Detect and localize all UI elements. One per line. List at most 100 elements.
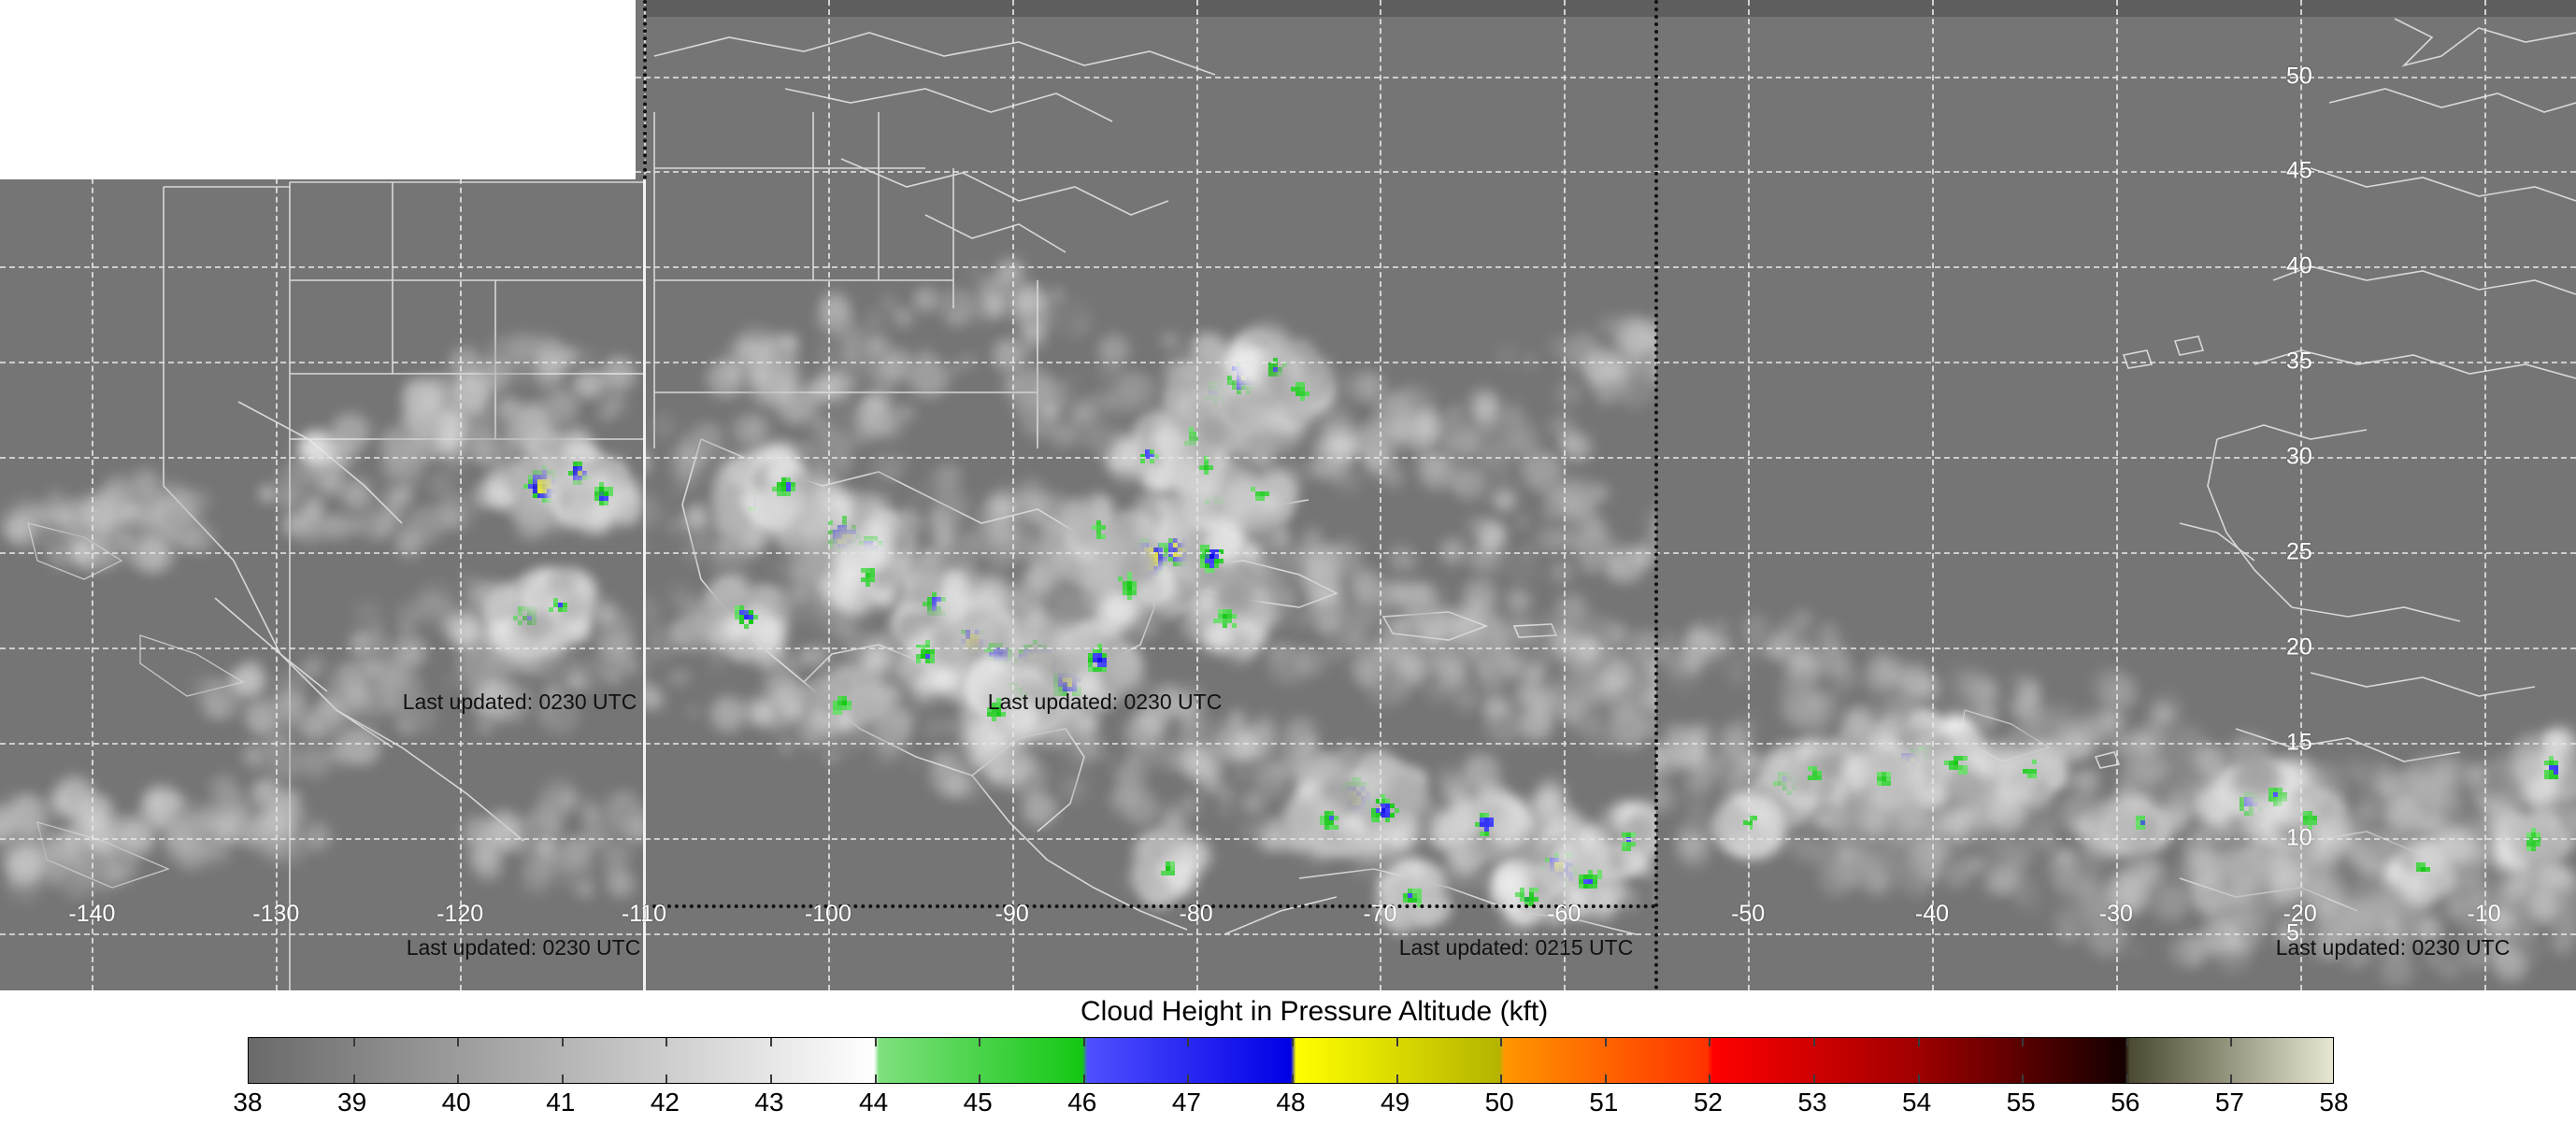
colorbar-tick-label: 52 (1693, 1088, 1723, 1117)
cloud-mass (580, 823, 608, 851)
cloud-mass (475, 578, 488, 592)
cloud-mass (214, 809, 248, 843)
cloud-mass (244, 693, 281, 731)
cloud-mass (394, 527, 421, 554)
colorbar-title: Cloud Height in Pressure Altitude (kft) (1080, 996, 1549, 1027)
cloud-mass (64, 499, 76, 511)
cloud-mass (75, 507, 96, 530)
cloud-mass (33, 502, 58, 527)
cloud-mass (338, 668, 367, 697)
cloud-mass (599, 607, 611, 619)
colorbar-tick (874, 1038, 877, 1046)
cloud-mass (381, 510, 400, 529)
colorbar-tick (1917, 1038, 1920, 1046)
cloud-mass (484, 347, 523, 386)
cloud-mass (360, 516, 386, 542)
cloud-mass (578, 885, 590, 897)
cloud-mass (324, 516, 351, 543)
cloud-mass (461, 574, 476, 588)
colorbar-tick (1813, 1074, 1815, 1083)
cloud-mass (355, 519, 369, 533)
cloud-mass (464, 424, 499, 460)
cloud-mass (537, 836, 556, 854)
cloud-mass (7, 854, 23, 870)
cloud-mass (149, 534, 162, 548)
cloud-mass (339, 665, 357, 683)
cloud-mass (573, 375, 594, 395)
colorbar-tick-label: 54 (1902, 1088, 1932, 1117)
cloud-mass (99, 827, 111, 839)
cloud-mass (162, 797, 198, 833)
cloud-mass (540, 706, 552, 719)
cloud-mass (351, 735, 377, 761)
cloud-mass (250, 704, 276, 729)
cloud-mass (421, 579, 453, 613)
cloud-mass (277, 701, 305, 729)
cloud-mass (8, 873, 24, 889)
cloud-mass (165, 530, 178, 542)
cloud-mass (523, 842, 560, 878)
cloud-mass (103, 550, 120, 567)
map-labels: -140 -130 -120 -110 -100 -90 -80 -70 -60 -50 -40 -3… (68, 63, 2510, 960)
cloud-mass (214, 817, 238, 841)
cloud-mass (376, 524, 388, 537)
cloud-mass (0, 500, 37, 540)
cloud-mass (163, 838, 182, 858)
cloud-mass (136, 812, 149, 825)
cloud-mass (346, 512, 365, 532)
latitude-tick-label: 45 (2286, 157, 2312, 184)
map-canvas[interactable]: -140 -130 -120 -110 -100 -90 -80 -70 -60 -50 -40 -3… (0, 0, 2576, 990)
cloud-mass (416, 590, 433, 606)
cloud-mass (446, 612, 479, 646)
cloud-mass (260, 839, 284, 862)
cloud-mass (381, 668, 422, 709)
cloud-mass (300, 511, 317, 528)
cloud-mass (118, 817, 157, 856)
latitude-tick-label: 25 (2286, 538, 2312, 565)
cloud-mass (75, 822, 86, 832)
cloud-mass (618, 791, 630, 804)
cloud-mass (379, 434, 417, 471)
cloud-mass (382, 693, 398, 710)
cloud-mass (69, 792, 90, 813)
cloud-mass (394, 602, 419, 626)
cloud-mass (534, 796, 565, 827)
cloud-mass (260, 486, 276, 502)
colorbar-strip[interactable] (248, 1037, 2334, 1084)
cloud-mass (255, 784, 283, 813)
cloud-mass (142, 784, 181, 823)
cloud-mass (81, 811, 122, 851)
cloud-mass (7, 847, 46, 886)
cloud-mass (258, 799, 272, 813)
cloud-mass (407, 405, 438, 437)
cloud-mass (164, 823, 204, 863)
colorbar-tick (2230, 1074, 2233, 1083)
cloud-mass (46, 791, 73, 818)
cloud-mass (465, 814, 488, 836)
west-cloud-layer (0, 0, 645, 990)
cloud-mass (463, 819, 493, 850)
latitude-tick-label: 35 (2286, 348, 2312, 375)
cloud-mass (465, 612, 482, 630)
cloud-mass (592, 600, 617, 626)
cloud-mass (473, 851, 502, 881)
longitude-tick-label: -90 (995, 901, 1029, 927)
longitude-tick-label: -40 (1914, 901, 1950, 927)
cloud-mass (394, 414, 432, 452)
cloud-mass (275, 689, 306, 719)
cloud-mass (527, 686, 538, 698)
colorbar-tick (1500, 1038, 1503, 1046)
colorbar-tick (770, 1038, 772, 1046)
cloud-mass (281, 790, 298, 807)
cloud-mass (253, 715, 266, 728)
latitude-tick-label: 40 (2286, 252, 2312, 279)
cloud-mass (273, 669, 307, 704)
cloud-mass (561, 837, 589, 866)
colorbar-tick (1604, 1074, 1607, 1083)
cloud-mass (96, 797, 111, 812)
cloud-mass (138, 803, 161, 824)
cloud-mass (398, 485, 412, 499)
cloud-mass (327, 512, 351, 535)
cloud-mass (101, 847, 139, 885)
colorbar-tick (1604, 1038, 1607, 1046)
